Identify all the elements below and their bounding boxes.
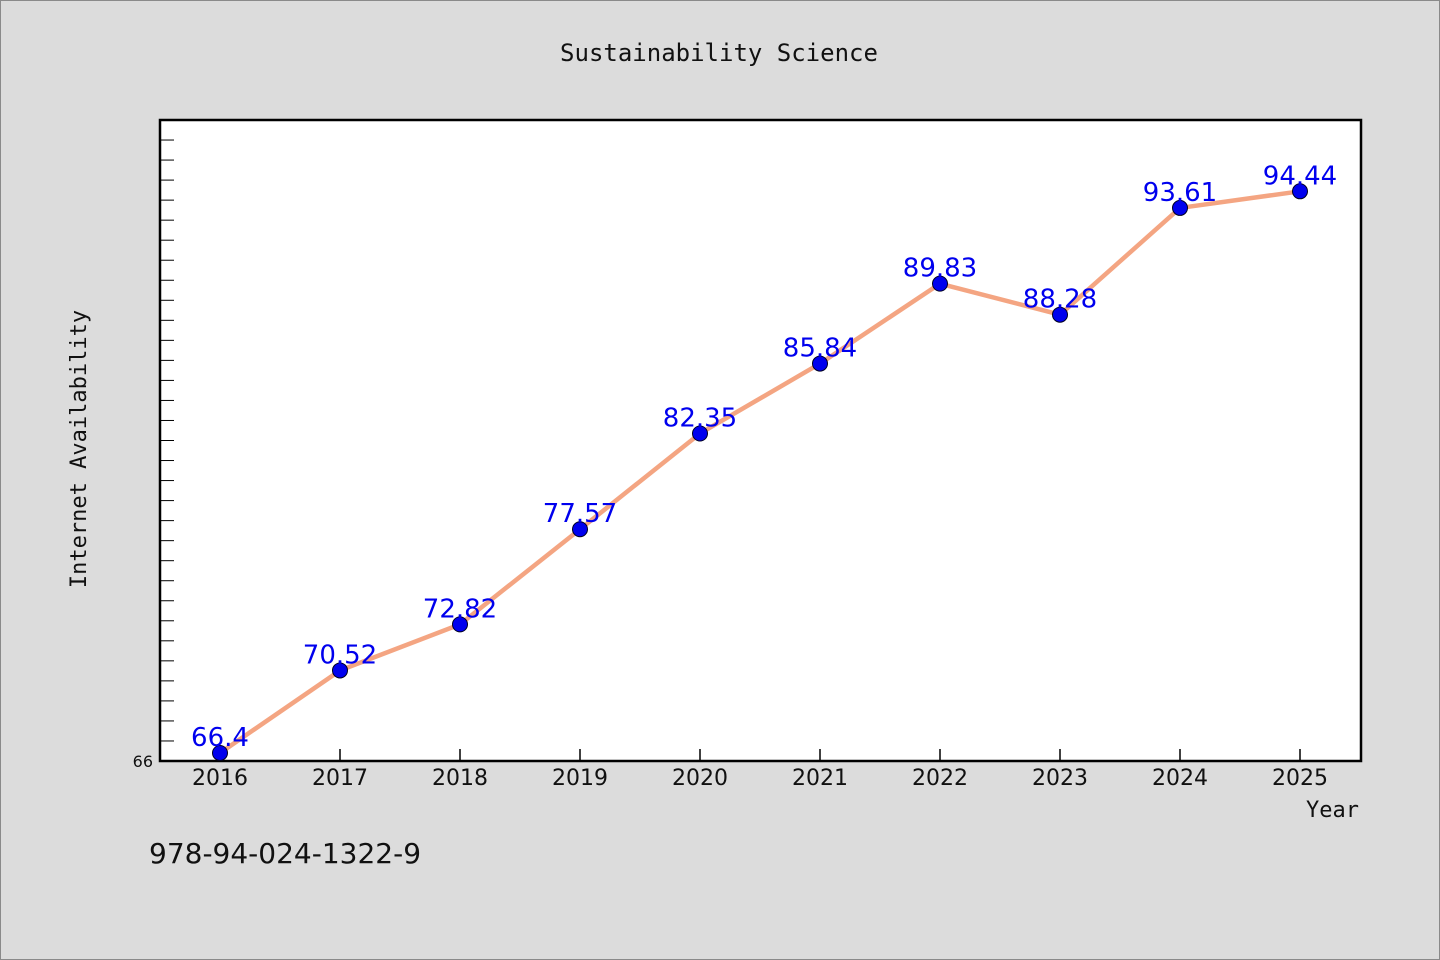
data-point <box>692 425 708 442</box>
data-point <box>1052 306 1068 323</box>
chart-title: Sustainability Science <box>560 39 878 67</box>
data-point <box>1292 183 1308 200</box>
data-labels: 66.4 70.52 72.82 77.57 82.35 85.84 89.83 88.28 9… <box>191 161 1337 753</box>
data-point <box>212 744 228 761</box>
data-label: 93.61 <box>1143 178 1217 208</box>
data-point <box>452 616 468 633</box>
x-tick-label: 2016 <box>192 766 248 791</box>
data-label: 70.52 <box>303 640 377 670</box>
data-point <box>812 355 828 372</box>
x-tick-label: 2018 <box>432 766 488 791</box>
data-label: 82.35 <box>663 403 737 433</box>
data-label: 77.57 <box>543 499 617 529</box>
y-tick-label: 66 <box>133 752 153 771</box>
x-tick-label: 2019 <box>552 766 608 791</box>
data-point <box>1172 199 1188 216</box>
x-tick-label: 2017 <box>312 766 368 791</box>
x-tick-label: 2025 <box>1272 766 1328 791</box>
data-label: 88.28 <box>1023 285 1097 315</box>
series-line <box>217 189 1303 756</box>
data-point <box>932 275 948 292</box>
data-label: 89.83 <box>903 254 977 284</box>
y-axis-label: Internet Availability <box>67 310 92 588</box>
series-line-layer <box>217 189 1303 756</box>
data-label: 94.44 <box>1263 161 1337 191</box>
y-axis-ticks <box>160 139 174 742</box>
data-point <box>572 521 588 538</box>
data-label: 72.82 <box>423 594 497 624</box>
isbn-text: 978-94-024-1322-9 <box>149 837 421 870</box>
data-markers <box>212 183 1308 761</box>
x-tick-label: 2022 <box>912 766 968 791</box>
data-label: 66.4 <box>191 723 249 753</box>
x-tick-label: 2020 <box>672 766 728 791</box>
x-axis-ticks: 2016 2017 2018 2019 2020 2021 2022 2023 2024 2025 <box>192 749 1328 791</box>
data-point <box>332 662 348 679</box>
x-tick-label: 2023 <box>1032 766 1088 791</box>
x-axis-label: Year <box>1306 798 1359 823</box>
data-label: 85.84 <box>783 334 857 364</box>
x-tick-label: 2024 <box>1152 766 1208 791</box>
x-tick-label: 2021 <box>792 766 848 791</box>
